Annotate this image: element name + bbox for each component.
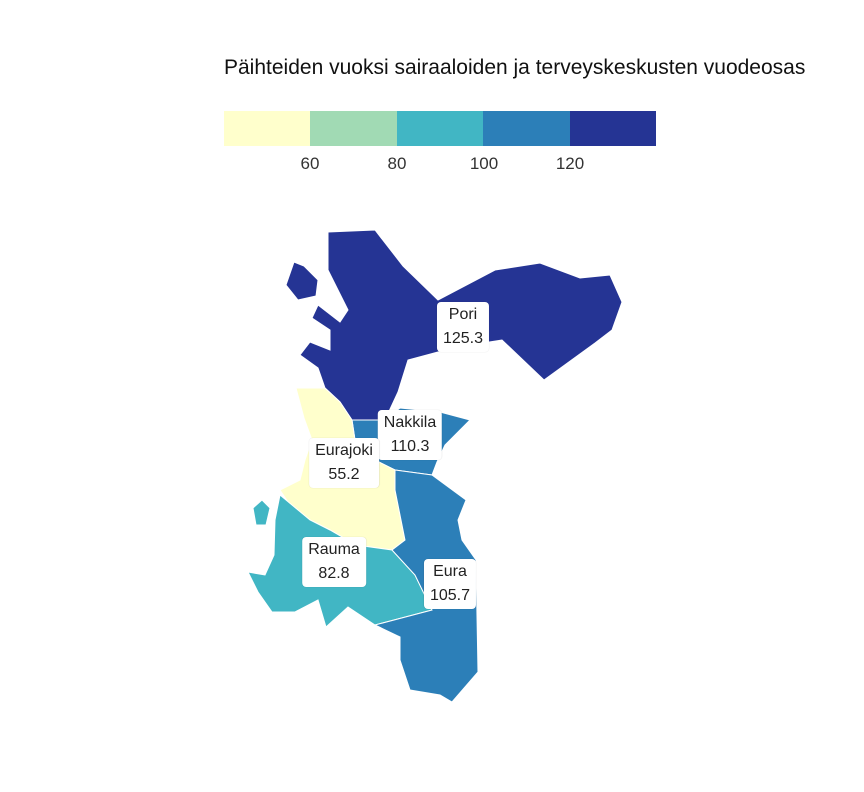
region-value: 110.3 — [390, 438, 430, 455]
region-label-eurajoki: Eurajoki 55.2 — [309, 438, 379, 488]
legend-swatch — [224, 111, 311, 146]
color-legend — [224, 111, 657, 146]
region-label-nakkila: Nakkila 110.3 — [377, 410, 443, 460]
region-value: 82.8 — [318, 565, 350, 582]
legend-tick: 120 — [555, 154, 585, 173]
region-label-eura: Eura 105.7 — [423, 559, 477, 609]
legend-swatch — [396, 111, 484, 146]
legend-swatch — [483, 111, 570, 146]
region-label-pori: Pori 125.3 — [436, 302, 490, 352]
legend-tick: 100 — [469, 154, 499, 173]
region-name: Eurajoki — [315, 442, 373, 459]
legend-swatch — [569, 111, 657, 146]
region-value: 105.7 — [429, 587, 471, 604]
region-name: Nakkila — [383, 414, 437, 431]
region-name: Eura — [433, 563, 467, 580]
region-value: 55.2 — [328, 466, 360, 483]
legend-swatch — [310, 111, 397, 146]
legend-tick: 60 — [300, 154, 320, 173]
region-name: Rauma — [308, 541, 360, 558]
region-value: 125.3 — [442, 330, 484, 347]
region-label-rauma: Rauma 82.8 — [302, 537, 366, 587]
map-title: Päihteiden vuoksi sairaaloiden ja tervey… — [224, 56, 806, 79]
region-name: Pori — [448, 306, 478, 323]
legend-tick: 80 — [387, 154, 407, 173]
